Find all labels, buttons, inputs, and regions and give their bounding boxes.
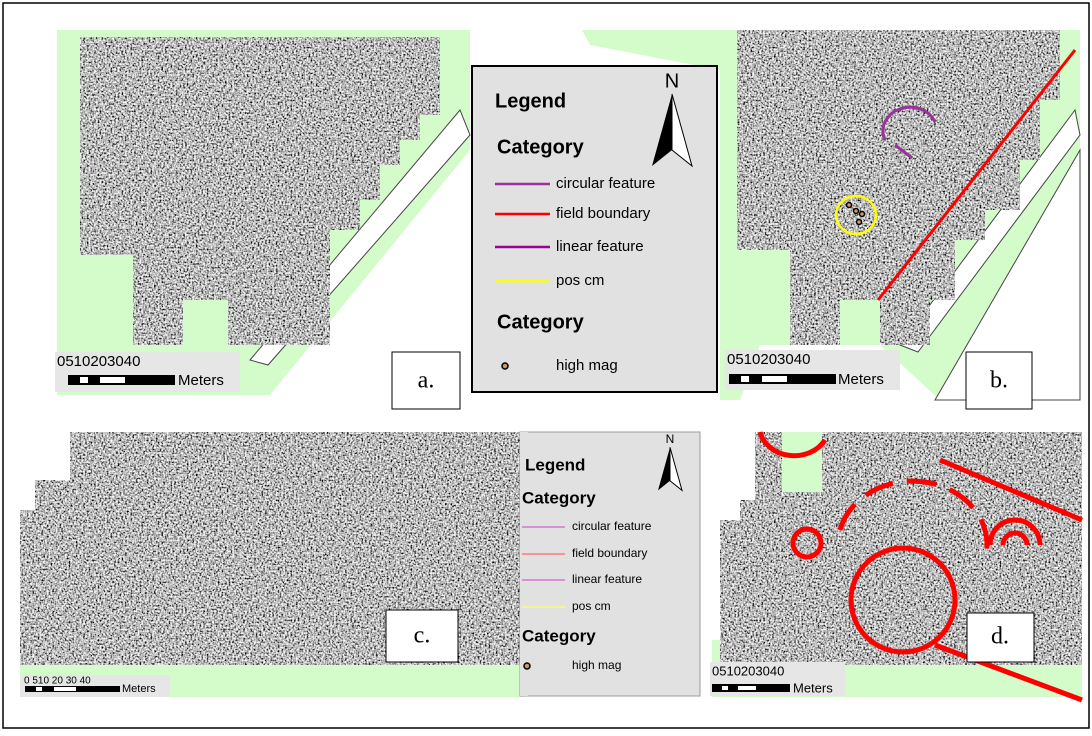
scale-bar — [722, 686, 728, 690]
panel-label: b. — [990, 368, 1008, 394]
legend-title: Legend — [525, 455, 585, 474]
legend-label: circular feature — [572, 519, 652, 533]
legend-label: field boundary — [556, 205, 651, 222]
scale-bar — [54, 687, 76, 691]
scale-bar — [738, 686, 756, 690]
scale-unit: Meters — [122, 683, 156, 695]
scale-unit: Meters — [838, 371, 884, 388]
legend-box — [472, 66, 717, 392]
field — [782, 432, 822, 492]
north-label: N — [666, 432, 675, 446]
legend-heading: Category — [522, 626, 596, 645]
panel-c: 0 510 20 30 40 Meters c. — [20, 432, 525, 697]
legend-label: circular feature — [556, 175, 655, 192]
panel-label: d. — [991, 624, 1009, 650]
panel-d: 0510203040 Meters d. — [710, 432, 1082, 700]
panel-label: c. — [414, 623, 431, 649]
legend-title: Legend — [495, 90, 566, 112]
scale-unit: Meters — [793, 680, 833, 695]
legend-heading: Category — [497, 136, 585, 158]
scale-bar — [741, 376, 749, 382]
legend-label: high mag — [572, 658, 621, 672]
panel-a: 0510203040 Meters a. — [55, 30, 470, 409]
high-mag-point — [860, 212, 865, 217]
legend-point — [524, 663, 530, 669]
scale-numbers: 0510203040 — [727, 351, 810, 368]
scale-unit: Meters — [178, 372, 224, 389]
scale-numbers: 0 510 20 30 40 — [24, 676, 91, 687]
scale-bar — [80, 377, 88, 383]
scale-bar — [100, 377, 125, 383]
high-mag-point — [854, 209, 859, 214]
scale-numbers: 0510203040 — [57, 353, 140, 370]
legend-label: field boundary — [572, 546, 647, 560]
legend-label: pos cm — [556, 272, 604, 289]
legend-point — [502, 363, 508, 369]
high-mag-point — [857, 220, 862, 225]
figure: 0510203040 Meters a. 0510203040 Meters b… — [0, 0, 1092, 731]
scale-bar — [762, 376, 787, 382]
legend-label: linear feature — [556, 238, 644, 255]
legend-label: high mag — [556, 357, 618, 374]
north-label: N — [665, 70, 679, 92]
panel-label: a. — [418, 368, 435, 394]
scale-numbers: 0510203040 — [712, 663, 784, 678]
high-mag-point — [847, 203, 852, 208]
legend-label: pos cm — [572, 599, 611, 613]
legend-label: linear feature — [572, 572, 642, 586]
scale-bar — [36, 687, 42, 691]
legend-heading: Category — [522, 488, 596, 507]
legend-heading: Category — [497, 311, 585, 333]
